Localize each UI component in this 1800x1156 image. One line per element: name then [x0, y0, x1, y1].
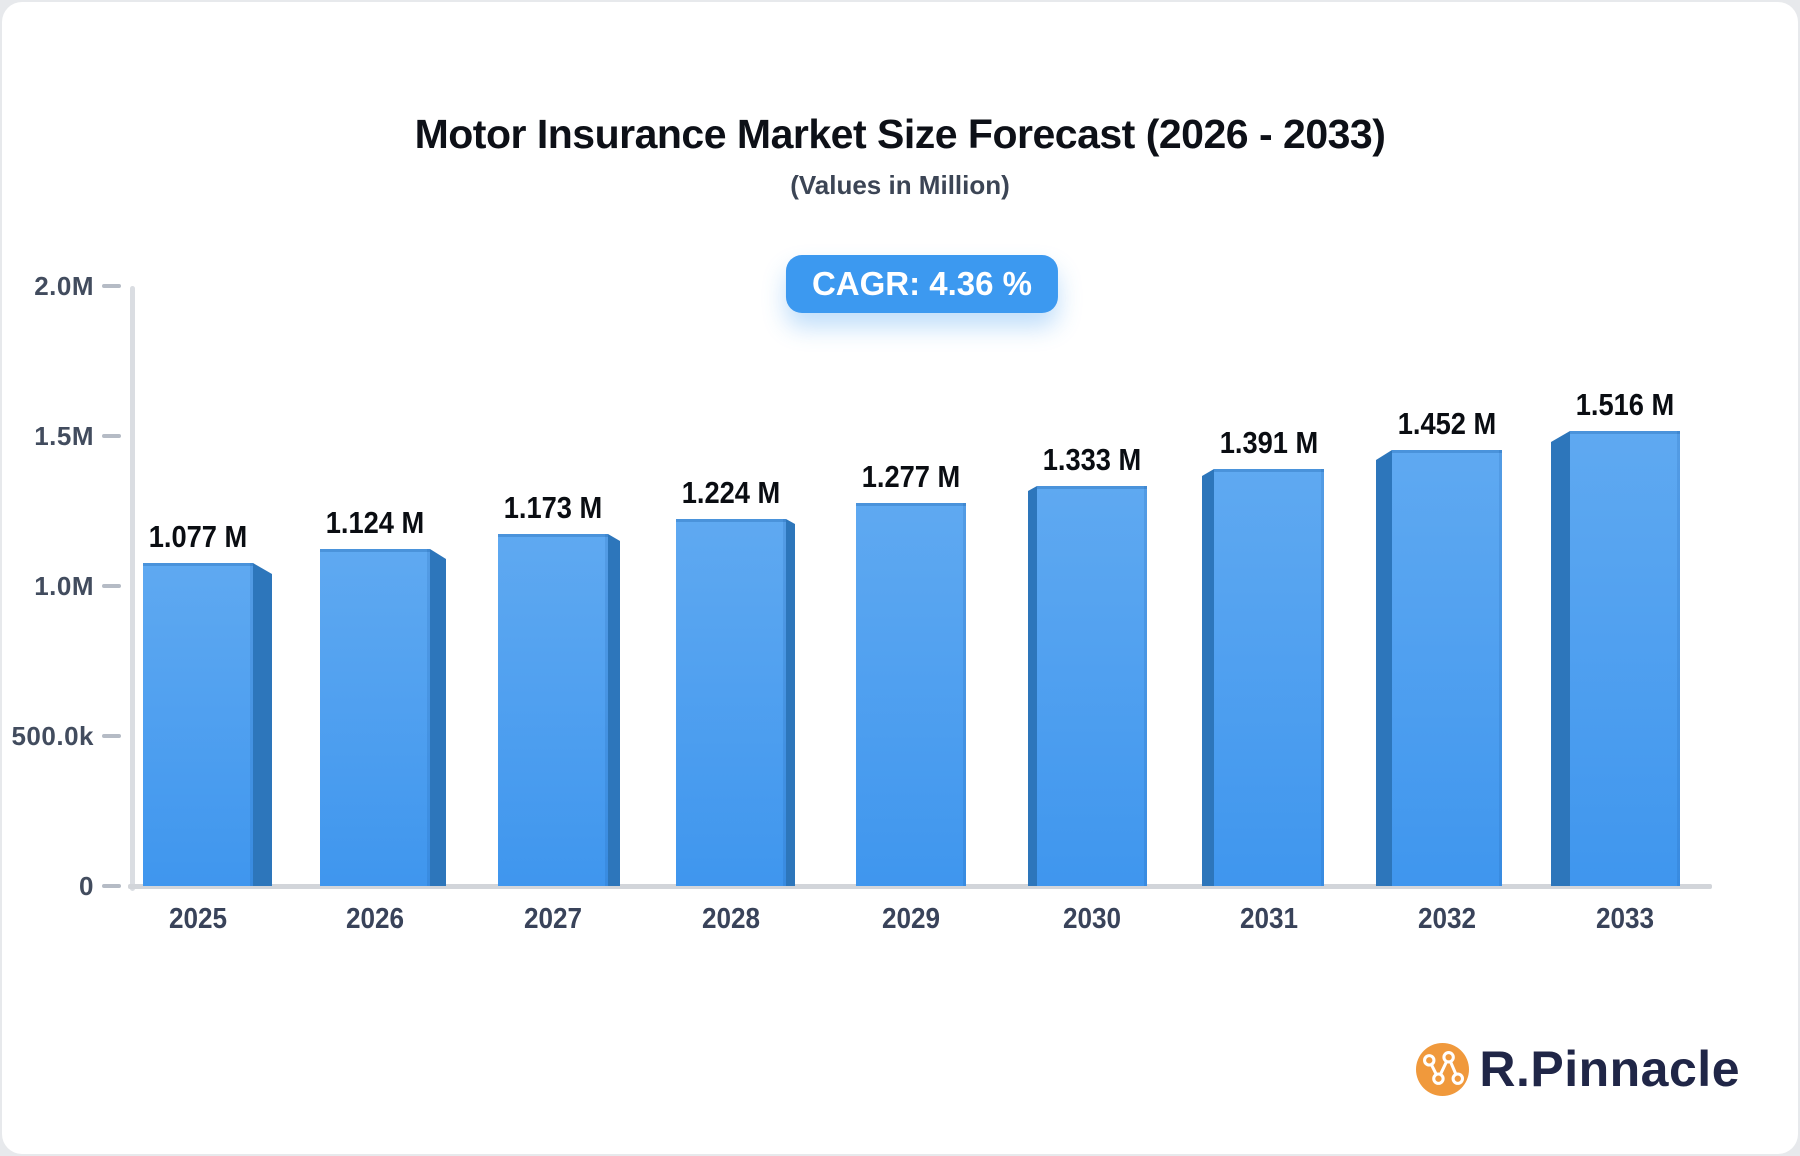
bar-value-label: 1.277 M	[861, 459, 961, 494]
y-axis-tick-label: 500.0k	[11, 721, 94, 751]
y-axis-tick-label: 2.0M	[34, 271, 94, 301]
bar-side-2031	[1202, 469, 1214, 886]
y-axis-tick-mark	[102, 584, 121, 588]
bar-value-label: 1.333 M	[1042, 442, 1142, 477]
x-axis-line	[128, 884, 1712, 889]
logo-text: R.Pinnacle	[1479, 1041, 1740, 1097]
bar-value-label: 1.124 M	[325, 505, 425, 540]
x-axis-label-2026: 2026	[345, 903, 405, 935]
brand-logo: R.Pinnacle	[1416, 1040, 1740, 1098]
bar-value-label: 1.516 M	[1575, 387, 1675, 422]
bar-2033	[1570, 431, 1680, 886]
cagr-badge: CAGR: 4.36 %	[785, 255, 1059, 313]
y-axis-tick-label: 1.5M	[34, 421, 94, 451]
x-axis-label-2029: 2029	[881, 903, 941, 935]
bar-side-2027	[608, 534, 620, 886]
bar-2030	[1037, 486, 1147, 886]
bar-value-label: 1.224 M	[681, 475, 781, 510]
cagr-badge-label: CAGR: 4.36 %	[811, 265, 1033, 302]
bar-2031	[1214, 469, 1324, 886]
bar-2025	[143, 563, 253, 886]
bar-2032	[1392, 450, 1502, 886]
x-axis-label-2033: 2033	[1595, 903, 1655, 935]
y-axis-tick-mark	[102, 284, 121, 288]
x-axis-label-2025: 2025	[168, 903, 228, 935]
y-axis-line	[130, 286, 135, 891]
bar-side-2028	[786, 519, 795, 886]
bar-side-2032	[1376, 450, 1392, 886]
x-axis-label-2032: 2032	[1417, 903, 1477, 935]
bar-value-label: 1.391 M	[1219, 425, 1319, 460]
bar-side-2025	[253, 563, 272, 886]
bar-2026	[320, 549, 430, 886]
chart-subtitle: (Values in Million)	[790, 170, 1010, 200]
bar-2029	[856, 503, 966, 886]
bar-side-2033	[1551, 431, 1570, 886]
bar-side-2030	[1028, 486, 1037, 886]
bar-value-label: 1.077 M	[148, 519, 248, 554]
bar-value-label: 1.452 M	[1397, 406, 1497, 441]
bar-2028	[676, 519, 786, 886]
y-axis-tick-mark	[102, 734, 121, 738]
x-axis-label-2027: 2027	[523, 903, 583, 935]
network-graph-icon	[1416, 1042, 1470, 1096]
y-axis-tick-label: 1.0M	[34, 571, 94, 601]
y-axis-tick-mark	[102, 434, 121, 438]
y-axis-tick-mark	[102, 884, 121, 888]
x-axis-label-2028: 2028	[701, 903, 761, 935]
bar-side-2026	[430, 549, 446, 886]
bar-2027	[498, 534, 608, 886]
bar-value-label: 1.173 M	[503, 490, 603, 525]
x-axis-label-2030: 2030	[1062, 903, 1122, 935]
y-axis-tick-label: 0	[79, 871, 94, 901]
chart-title: Motor Insurance Market Size Forecast (20…	[414, 111, 1386, 157]
x-axis-label-2031: 2031	[1239, 903, 1299, 935]
